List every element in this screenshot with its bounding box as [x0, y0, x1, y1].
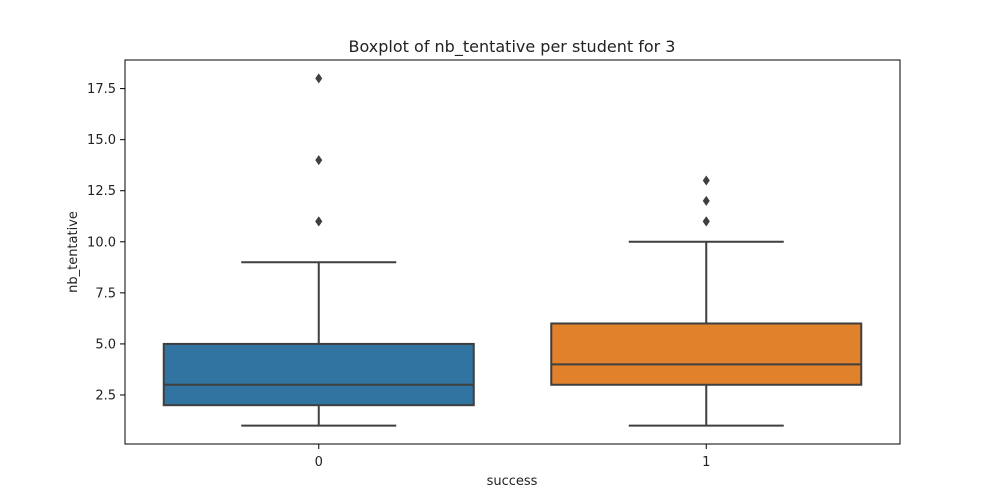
- chart-title: Boxplot of nb_tentative per student for …: [349, 37, 676, 57]
- plot-area: [162, 73, 863, 427]
- x-axis-label: success: [487, 474, 538, 489]
- iqr-box: [162, 342, 475, 407]
- plot-frame: [124, 59, 901, 445]
- outlier-point: [315, 216, 323, 227]
- y-tick-label: 12.5: [87, 184, 116, 199]
- y-tick-label: 10.0: [87, 235, 116, 250]
- x-tick-label: 0: [315, 455, 323, 470]
- y-tick-label: 17.5: [87, 82, 116, 97]
- box-group-0: [162, 73, 475, 427]
- y-tick-label: 15.0: [87, 133, 116, 148]
- outlier-point: [702, 216, 710, 227]
- outlier-point: [702, 195, 710, 206]
- outlier-point: [315, 73, 323, 84]
- y-tick-label: 5.0: [95, 337, 116, 352]
- y-axis-label: nb_tentative: [66, 211, 81, 293]
- box-group-1: [550, 175, 863, 427]
- axes: 0 12.55.07.510.012.515.017.5: [87, 82, 710, 470]
- x-tick-label: 1: [702, 455, 710, 470]
- y-tick-label: 7.5: [95, 286, 116, 301]
- iqr-box: [550, 322, 863, 386]
- outlier-point: [315, 155, 323, 166]
- y-tick-label: 2.5: [95, 388, 116, 403]
- outlier-point: [702, 175, 710, 186]
